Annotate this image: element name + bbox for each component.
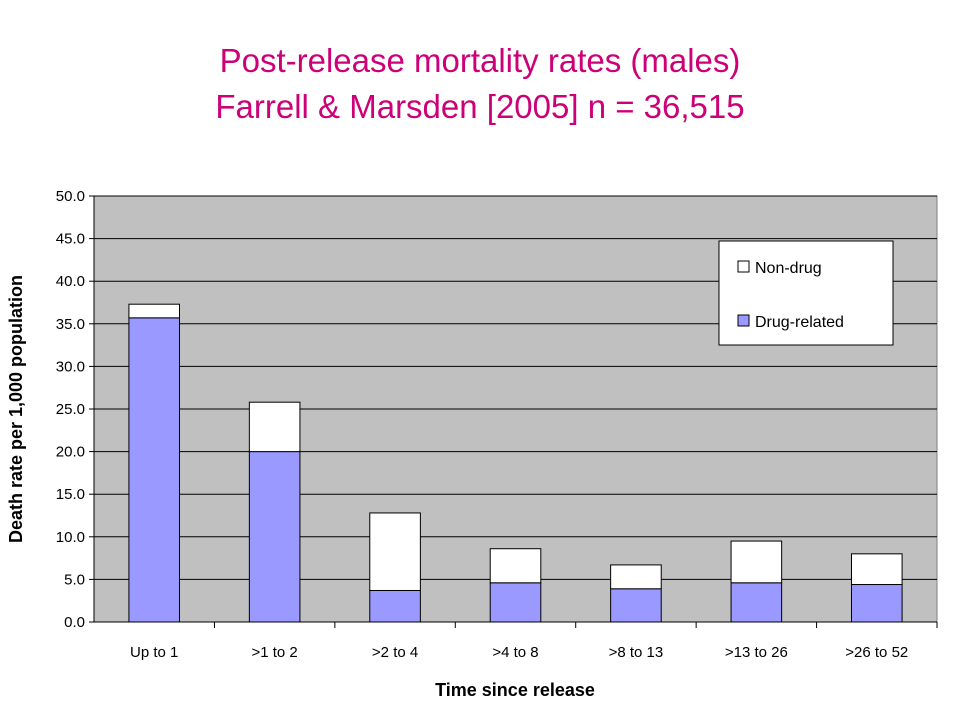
x-tick-label: >1 to 2: [251, 644, 297, 661]
y-tick-label: 30.0: [56, 358, 85, 375]
bar-non-drug: [489, 548, 542, 584]
chart-title: Post-release mortality rates (males): [219, 42, 741, 79]
y-tick-label: 20.0: [56, 444, 85, 461]
bar-drug-related: [369, 589, 421, 623]
bar-drug-related: [248, 451, 301, 623]
bar-drug-related: [730, 582, 783, 623]
x-tick-label: >26 to 52: [845, 644, 908, 661]
bars: [128, 303, 903, 623]
x-tick-label: >13 to 26: [725, 644, 788, 661]
x-axis-ticks: Up to 1 >1 to 2 >2 to 4 >4 to 8 >8 to 13 >13 …: [130, 622, 938, 661]
y-tick-label: 0.0: [64, 614, 85, 631]
bar-non-drug: [128, 303, 181, 319]
bar-non-drug: [610, 564, 662, 590]
y-tick-label: 15.0: [56, 486, 85, 503]
y-tick-label: 10.0: [56, 529, 85, 546]
legend-label-non-drug: Non-drug: [755, 260, 822, 277]
x-tick-label: >2 to 4: [372, 644, 418, 661]
bar-drug-related: [489, 582, 542, 623]
chart-title-block: Post-release mortality rates (males) Far…: [0, 38, 960, 130]
legend-swatch-drug-related: [737, 314, 750, 327]
x-axis-title: Time since release: [435, 680, 595, 700]
legend-label-drug-related: Drug-related: [755, 314, 844, 331]
legend-box: [718, 240, 894, 346]
x-tick-label: >8 to 13: [609, 644, 664, 661]
y-tick-label: 5.0: [64, 571, 85, 588]
bar-drug-related: [850, 584, 903, 623]
y-tick-label: 45.0: [56, 231, 85, 248]
bar-drug-related: [610, 588, 662, 623]
chart-subtitle: Farrell & Marsden [2005] n = 36,515: [215, 88, 745, 125]
bar-non-drug: [248, 401, 301, 453]
legend-swatch-non-drug: [737, 260, 750, 273]
y-axis-ticks: 0.0 5.0 10.0 15.0 20.0 25.0 30.0 35.0 40.0 45.0 50…: [56, 188, 94, 631]
x-tick-label: Up to 1: [130, 644, 178, 661]
legend: Non-drug Drug-related: [718, 240, 894, 346]
bar-non-drug: [369, 512, 421, 591]
x-tick-label: >4 to 8: [492, 644, 538, 661]
y-axis-title: Death rate per 1,000 population: [6, 275, 26, 543]
y-tick-label: 35.0: [56, 316, 85, 333]
y-tick-label: 25.0: [56, 401, 85, 418]
bar-drug-related: [128, 317, 181, 623]
y-tick-label: 50.0: [56, 188, 85, 205]
bar-non-drug: [850, 553, 903, 586]
bar-non-drug: [730, 540, 783, 584]
y-tick-label: 40.0: [56, 273, 85, 290]
